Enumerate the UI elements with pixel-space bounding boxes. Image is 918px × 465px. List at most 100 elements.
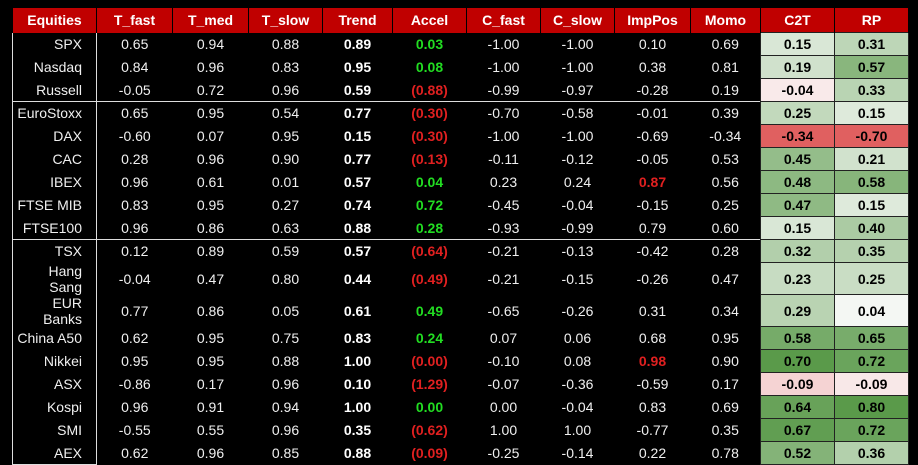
cell: 0.95 — [711, 330, 739, 346]
cell: 0.96 — [271, 81, 300, 98]
data-row: EuroStoxx 0.65 0.95 0.54 0.77 (0.30) -0.70 -0.5… — [12, 101, 909, 125]
cell: 0.45 — [760, 147, 835, 171]
cell: 0.06 — [563, 330, 592, 346]
cell: 0.63 — [271, 219, 300, 236]
equities-table: Equities T_fast T_med T_slow Trend Accel C_fas… — [12, 8, 909, 465]
cell: 0.04 — [834, 294, 909, 327]
cell: 0.34 — [711, 302, 739, 319]
cell: 0.10 — [343, 376, 372, 392]
cell: 0.87 — [638, 174, 667, 190]
data-row: IBEX 0.96 0.61 0.01 0.57 0.04 0.23 0.24 0.87 0.56… — [12, 170, 909, 194]
cell: 0.19 — [711, 81, 739, 98]
row-label: ASX — [12, 372, 97, 396]
cell: 0.52 — [760, 441, 835, 465]
cell: -0.99 — [487, 81, 520, 98]
cell: 0.96 — [196, 445, 225, 461]
cell: 0.23 — [760, 262, 835, 295]
cell: -0.01 — [614, 101, 691, 125]
cell: 0.69 — [711, 36, 739, 52]
column-header: C_fast — [466, 8, 541, 33]
cell: 0.35 — [834, 239, 909, 263]
cell: 0.88 — [343, 219, 372, 236]
cell: -0.25 — [487, 445, 520, 461]
cell: -0.21 — [487, 270, 520, 287]
cell: 0.86 — [196, 219, 225, 236]
cell: -0.13 — [540, 239, 615, 263]
cell: 0.28 — [415, 219, 444, 236]
cell: -0.05 — [118, 81, 151, 98]
cell: 0.88 — [271, 353, 300, 369]
cell: 0.54 — [248, 101, 323, 125]
cell: 0.25 — [760, 101, 835, 125]
cell: 0.25 — [834, 262, 909, 295]
cell: 0.95 — [172, 101, 249, 125]
data-row: EUR Banks 0.77 0.86 0.05 0.61 0.49 -0.65 -0.26 0… — [12, 294, 909, 327]
cell: 0.89 — [343, 36, 372, 52]
cell: 0.79 — [638, 219, 667, 236]
cell: 0.83 — [343, 330, 372, 346]
data-row: TSX 0.12 0.89 0.59 0.57 (0.64) -0.21 -0.13 -0.42… — [12, 239, 909, 263]
cell: -0.34 — [760, 124, 835, 148]
column-header: T_slow — [248, 8, 323, 33]
cell: -0.04 — [561, 399, 594, 415]
cell: 0.77 — [121, 302, 149, 319]
cell: -0.59 — [636, 376, 669, 392]
cell: 0.77 — [343, 151, 372, 167]
data-row: China A50 0.62 0.95 0.75 0.83 0.24 0.07 0.06 0.6… — [12, 326, 909, 350]
cell: 0.24 — [415, 330, 444, 346]
cell: 0.96 — [271, 422, 300, 438]
row-label: EuroStoxx — [12, 101, 97, 125]
cell: 0.58 — [760, 326, 835, 350]
cell: -0.70 — [834, 124, 909, 148]
column-header: C_slow — [540, 8, 615, 33]
cell: -0.69 — [636, 128, 669, 144]
cell: 0.12 — [96, 239, 173, 263]
cell: -1.00 — [561, 59, 594, 75]
cell: 0.65 — [96, 101, 173, 125]
cell: 0.05 — [271, 302, 300, 319]
cell: 0.24 — [563, 174, 592, 190]
cell: 0.83 — [638, 399, 667, 415]
cell: 0.95 — [121, 353, 149, 369]
cell: 0.31 — [834, 32, 909, 56]
cell: 0.35 — [343, 422, 372, 438]
cell: 0.28 — [121, 151, 149, 167]
column-header: Trend — [322, 8, 393, 33]
cell: 0.62 — [121, 330, 149, 346]
cell: 0.27 — [271, 197, 300, 213]
cell: 0.48 — [760, 170, 835, 194]
data-row: SMI -0.55 0.55 0.96 0.35 (0.62) 1.00 1.00 -0.77 0… — [12, 418, 909, 442]
cell: 0.38 — [638, 59, 667, 75]
cell: -0.28 — [636, 81, 669, 98]
cell: 0.00 — [489, 399, 518, 415]
cell: 0.23 — [489, 174, 518, 190]
cell: 0.89 — [172, 239, 249, 263]
cell: 0.96 — [196, 59, 225, 75]
cell: (0.00) — [411, 353, 448, 369]
cell: (0.49) — [411, 270, 448, 287]
cell: -1.00 — [487, 36, 520, 52]
cell: 0.95 — [343, 59, 372, 75]
cell: -0.58 — [540, 101, 615, 125]
cell: 0.91 — [196, 399, 225, 415]
cell: 0.59 — [343, 81, 372, 98]
cell: 0.83 — [271, 59, 300, 75]
cell: 0.44 — [343, 270, 372, 287]
cell: 0.01 — [271, 174, 300, 190]
cell: 0.07 — [489, 330, 518, 346]
cell: 0.07 — [196, 128, 225, 144]
cell: 0.90 — [271, 151, 300, 167]
cell: 0.29 — [760, 294, 835, 327]
cell: 0.47 — [711, 270, 739, 287]
cell: -0.14 — [561, 445, 594, 461]
column-header: Equities — [12, 8, 97, 33]
row-label: Hang Sang — [12, 262, 97, 295]
cell: 0.65 — [121, 36, 149, 52]
cell: (0.09) — [411, 445, 448, 461]
cell: 0.03 — [415, 36, 444, 52]
cell: 0.21 — [834, 147, 909, 171]
cell: 0.35 — [711, 422, 739, 438]
column-header: ImpPos — [614, 8, 691, 33]
cell: (0.30) — [392, 101, 467, 125]
cell: -0.15 — [636, 197, 669, 213]
